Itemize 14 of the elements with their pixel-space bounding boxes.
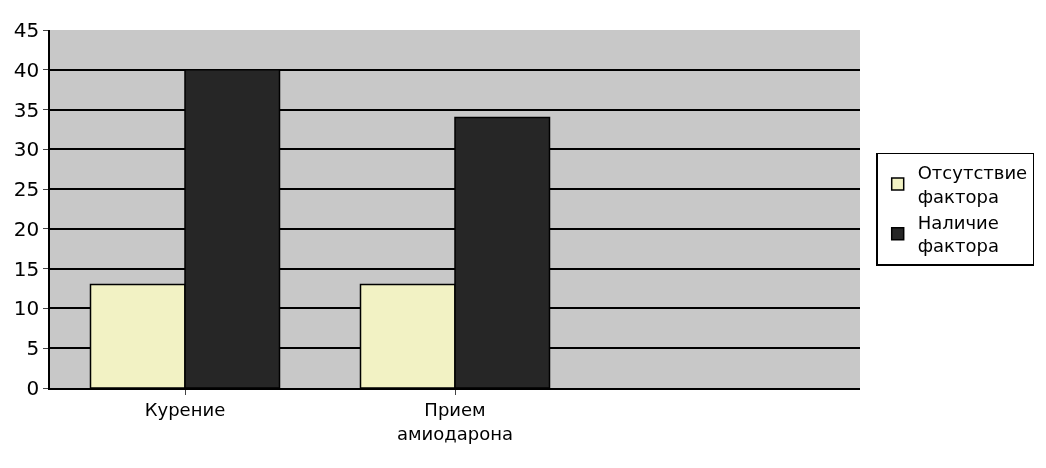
y-tick-label: 5: [26, 336, 40, 361]
x-tick-label: Курение: [144, 399, 226, 421]
y-tick-label: 35: [13, 97, 40, 122]
y-tick-label: 45: [13, 18, 40, 42]
x-tick-label: Прием амиодарона: [396, 399, 514, 444]
y-tick-label: 20: [13, 216, 40, 241]
y-tick-label: 10: [13, 296, 40, 321]
y-tick-label: 30: [13, 137, 40, 162]
y-tick-label: 0: [26, 376, 40, 400]
y-tick-label: 15: [13, 256, 40, 281]
legend-label: Наличие фактора: [917, 212, 999, 257]
y-tick-label: 40: [13, 57, 40, 82]
legend-label: Отсутствие фактора: [917, 162, 1028, 207]
y-tick-label: 25: [13, 177, 40, 202]
